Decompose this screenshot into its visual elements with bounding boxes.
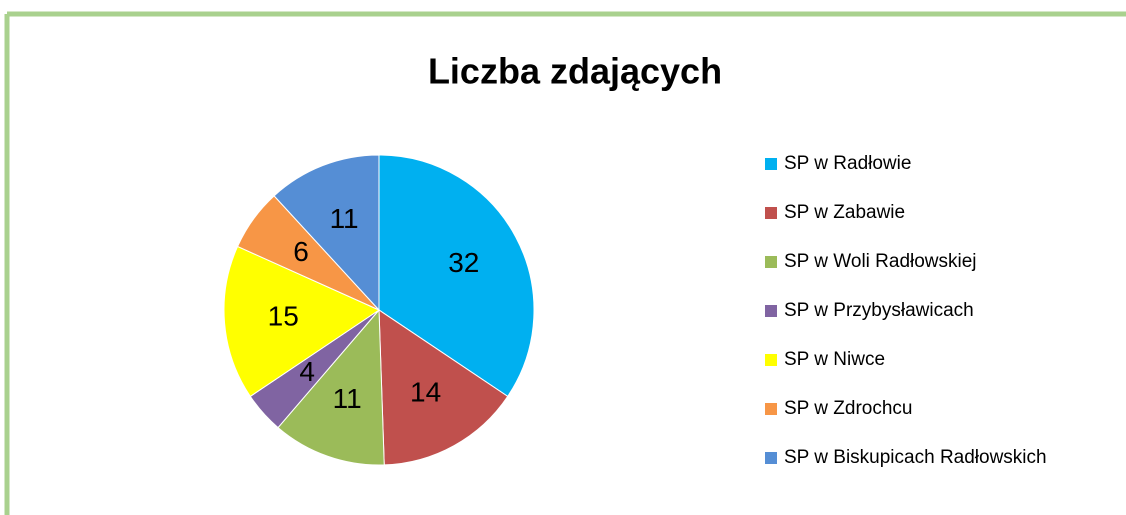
pie-slice bbox=[378, 154, 535, 398]
data-label: 11 bbox=[333, 383, 362, 414]
legend-label: SP w Zabawie bbox=[784, 202, 905, 223]
legend-label: SP w Biskupicach Radłowskich bbox=[784, 447, 1047, 468]
legend-label: SP w Zdrochcu bbox=[784, 398, 912, 419]
legend-swatch bbox=[765, 403, 777, 415]
legend-swatch bbox=[765, 305, 777, 317]
legend-swatch bbox=[765, 354, 777, 366]
legend-label: SP w Radłowie bbox=[784, 153, 911, 174]
pie-slice bbox=[273, 154, 380, 312]
data-label: 32 bbox=[448, 247, 479, 278]
data-label: 4 bbox=[299, 356, 315, 387]
pie-slice bbox=[378, 309, 509, 466]
legend-swatch bbox=[765, 452, 777, 464]
legend-label: SP w Przybysławicach bbox=[784, 300, 974, 321]
chart-title: Liczba zdających bbox=[428, 51, 722, 92]
legend-label: SP w Niwce bbox=[784, 349, 885, 370]
pie-slice bbox=[277, 308, 385, 466]
legend-swatch bbox=[765, 158, 777, 170]
data-label: 14 bbox=[410, 376, 441, 407]
data-label: 11 bbox=[330, 203, 359, 234]
data-label: 6 bbox=[293, 236, 309, 267]
data-label: 15 bbox=[268, 300, 299, 331]
legend-label: SP w Woli Radłowskiej bbox=[784, 251, 977, 272]
legend-swatch bbox=[765, 207, 777, 219]
pie-slice bbox=[223, 245, 381, 398]
legend-swatch bbox=[765, 256, 777, 268]
